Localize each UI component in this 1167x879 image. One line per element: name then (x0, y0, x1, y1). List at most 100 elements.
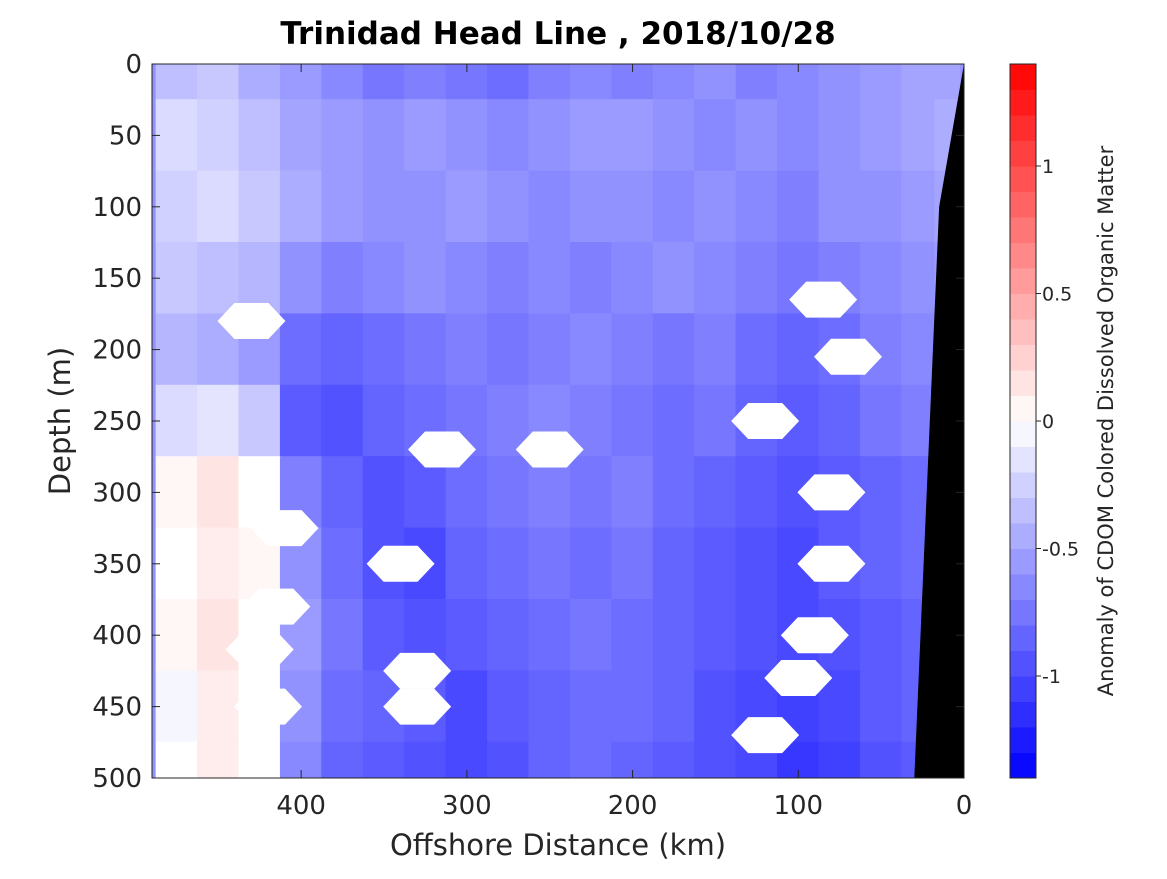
heatmap-cell (197, 527, 240, 600)
heatmap-cell (735, 242, 779, 315)
heatmap-cell (652, 456, 696, 529)
heatmap-cell (197, 64, 240, 101)
heatmap-cell (528, 99, 571, 172)
heatmap-cell (404, 64, 447, 101)
masked-region (225, 631, 294, 668)
heatmap-cell (652, 599, 696, 672)
colorbar-segment (1010, 625, 1036, 651)
heatmap-cell (528, 456, 571, 529)
colorbar-segment (1010, 752, 1036, 779)
heatmap-cell (611, 313, 654, 386)
colorbar-segment (1010, 64, 1036, 90)
heatmap-cell (652, 313, 696, 386)
colorbar-tick-label: 0.5 (1042, 284, 1072, 306)
heatmap-cell (528, 242, 571, 315)
heatmap-cell (155, 456, 199, 529)
heatmap-cell (321, 741, 364, 778)
masked-region (731, 717, 800, 754)
colorbar-segment (1010, 89, 1036, 116)
y-tick-label: 500 (92, 764, 142, 794)
heatmap-cell (445, 99, 489, 172)
colorbar-tick-label: -1 (1042, 666, 1061, 688)
heatmap-cell (569, 670, 613, 743)
heatmap-cell (694, 670, 737, 743)
heatmap-cell (694, 64, 737, 101)
heatmap-cell (238, 384, 281, 458)
heatmap-cell (859, 384, 903, 458)
y-tick-label: 250 (92, 407, 142, 437)
heatmap-cell (818, 99, 861, 172)
heatmap-cell (528, 527, 571, 600)
heatmap-cell (404, 313, 447, 386)
heatmap-cell (818, 384, 861, 458)
heatmap-cell (362, 242, 406, 315)
colorbar-segment (1010, 344, 1036, 371)
heatmap-cell (321, 313, 364, 386)
masked-region (731, 403, 800, 439)
heatmap-cell (528, 670, 571, 743)
heatmap-cell (901, 99, 936, 172)
heatmap-cell (735, 64, 779, 101)
heatmap-cell (777, 170, 820, 243)
heatmap-cell (362, 99, 406, 172)
heatmap-cell (321, 170, 364, 243)
heatmap-cell (569, 599, 613, 672)
heatmap-cell (694, 741, 737, 778)
colorbar-segment (1010, 268, 1036, 294)
heatmap-cell (901, 313, 936, 386)
colorbar-segment (1010, 140, 1036, 167)
masked-region (234, 688, 302, 725)
heatmap-cell (362, 64, 406, 101)
heatmap-cell (901, 242, 936, 315)
heatmap-cell (652, 741, 696, 778)
heatmap-cell (238, 741, 281, 778)
heatmap-cell (321, 527, 364, 600)
heatmap-cell (279, 99, 323, 172)
masked-region (797, 474, 866, 511)
colorbar-segment (1010, 497, 1036, 524)
heatmap-cell (735, 170, 779, 243)
masked-region (408, 431, 476, 468)
heatmap-cell (238, 99, 281, 172)
heatmap-cell (859, 99, 903, 172)
heatmap-cell (652, 242, 696, 315)
heatmap-cell (901, 64, 936, 101)
colorbar-segment (1010, 421, 1036, 447)
heatmap-cell (569, 242, 613, 315)
y-tick-label: 350 (92, 550, 142, 580)
heatmap-cell (197, 741, 240, 778)
colorbar-segment (1010, 370, 1036, 396)
heatmap-cell (155, 741, 199, 778)
heatmap-cell (569, 170, 613, 243)
colorbar-segment (1010, 446, 1036, 473)
heatmap-cell (155, 64, 199, 101)
heatmap-cell (238, 242, 281, 315)
heatmap-cell (362, 741, 406, 778)
heatmap-cell (487, 313, 530, 386)
heatmap-cell (487, 599, 530, 672)
colorbar-segment (1010, 676, 1036, 702)
heatmap-cell (362, 170, 406, 243)
heatmap-cell (652, 170, 696, 243)
heatmap-cell (404, 242, 447, 315)
heatmap-cell (611, 242, 654, 315)
masked-region (814, 338, 882, 375)
masked-region (797, 545, 866, 582)
heatmap-cell (155, 99, 199, 172)
heatmap-cell (321, 456, 364, 529)
y-tick-label: 300 (92, 478, 142, 508)
heatmap-cell (818, 64, 861, 101)
heatmap-cell (404, 456, 447, 529)
heatmap-cell (694, 599, 737, 672)
heatmap-cell (279, 242, 323, 315)
colorbar-segment (1010, 166, 1036, 192)
colorbar-tick-label: 1 (1042, 156, 1054, 178)
masked-region (242, 588, 311, 625)
heatmap-cell (362, 456, 406, 529)
heatmap-cell (934, 64, 961, 101)
heatmap-cell (528, 313, 571, 386)
colorbar-segment (1010, 727, 1036, 753)
heatmap-cell (487, 64, 530, 101)
colorbar-segment (1010, 191, 1036, 218)
masked-region (250, 510, 319, 547)
